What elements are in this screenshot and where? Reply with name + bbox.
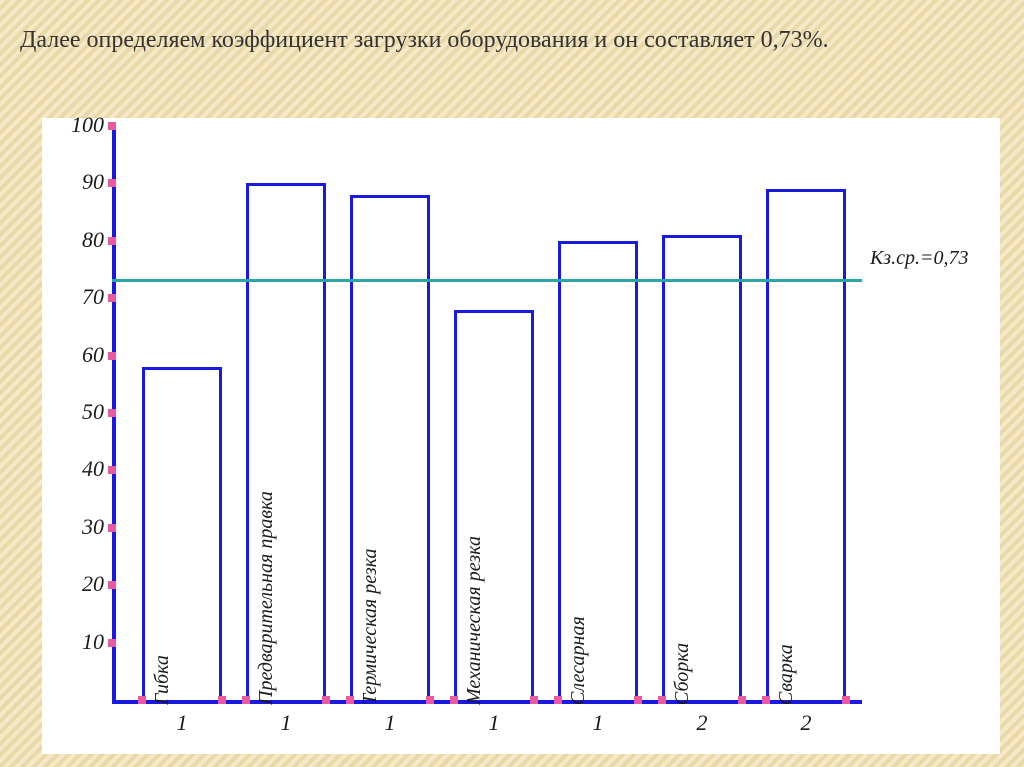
bar-label: Термическая резка xyxy=(359,548,382,705)
y-tick-marker xyxy=(108,179,116,187)
y-tick-marker xyxy=(108,524,116,532)
y-tick-marker xyxy=(108,122,116,130)
bar xyxy=(142,367,222,700)
y-tick-marker xyxy=(108,466,116,474)
bar-label: Предварительная правка xyxy=(255,491,278,705)
y-tick-marker xyxy=(108,581,116,589)
x-tick-label: 1 xyxy=(271,710,301,736)
y-tick-marker xyxy=(108,294,116,302)
reference-line xyxy=(112,279,862,282)
x-tick-marker xyxy=(322,696,330,704)
y-tick-label: 100 xyxy=(60,112,104,138)
x-tick-marker xyxy=(634,696,642,704)
chart-panel: 102030405060708090100Гибка1Предварительн… xyxy=(42,118,1000,754)
x-tick-marker xyxy=(738,696,746,704)
x-tick-label: 2 xyxy=(687,710,717,736)
reference-label: Кз.ср.=0,73 xyxy=(870,247,968,270)
x-tick-marker xyxy=(138,696,146,704)
y-tick-label: 80 xyxy=(60,227,104,253)
x-tick-label: 1 xyxy=(167,710,197,736)
x-tick-marker xyxy=(530,696,538,704)
x-tick-label: 1 xyxy=(583,710,613,736)
y-tick-label: 90 xyxy=(60,169,104,195)
y-tick-label: 30 xyxy=(60,514,104,540)
y-tick-label: 40 xyxy=(60,456,104,482)
bar-label: Механическая резка xyxy=(463,536,486,705)
bar-label: Сварка xyxy=(775,644,798,705)
x-tick-marker xyxy=(842,696,850,704)
bar xyxy=(662,235,742,700)
y-tick-label: 70 xyxy=(60,284,104,310)
x-tick-label: 1 xyxy=(479,710,509,736)
y-tick-label: 50 xyxy=(60,399,104,425)
bar-label: Сборка xyxy=(671,643,694,705)
x-tick-label: 1 xyxy=(375,710,405,736)
x-tick-marker xyxy=(242,696,250,704)
x-tick-marker xyxy=(426,696,434,704)
y-tick-label: 60 xyxy=(60,342,104,368)
x-tick-marker xyxy=(762,696,770,704)
x-tick-marker xyxy=(554,696,562,704)
x-tick-marker xyxy=(450,696,458,704)
x-tick-marker xyxy=(218,696,226,704)
bar-label: Гибка xyxy=(151,655,174,705)
bar-chart: 102030405060708090100Гибка1Предварительн… xyxy=(42,118,1000,754)
y-tick-label: 20 xyxy=(60,571,104,597)
x-tick-label: 2 xyxy=(791,710,821,736)
x-tick-marker xyxy=(346,696,354,704)
y-tick-label: 10 xyxy=(60,629,104,655)
y-tick-marker xyxy=(108,352,116,360)
bar-label: Слесарная xyxy=(567,616,590,705)
y-tick-marker xyxy=(108,639,116,647)
y-tick-marker xyxy=(108,409,116,417)
page-title: Далее определяем коэффициент загрузки об… xyxy=(20,24,984,56)
bar xyxy=(766,189,846,700)
y-tick-marker xyxy=(108,237,116,245)
x-tick-marker xyxy=(658,696,666,704)
